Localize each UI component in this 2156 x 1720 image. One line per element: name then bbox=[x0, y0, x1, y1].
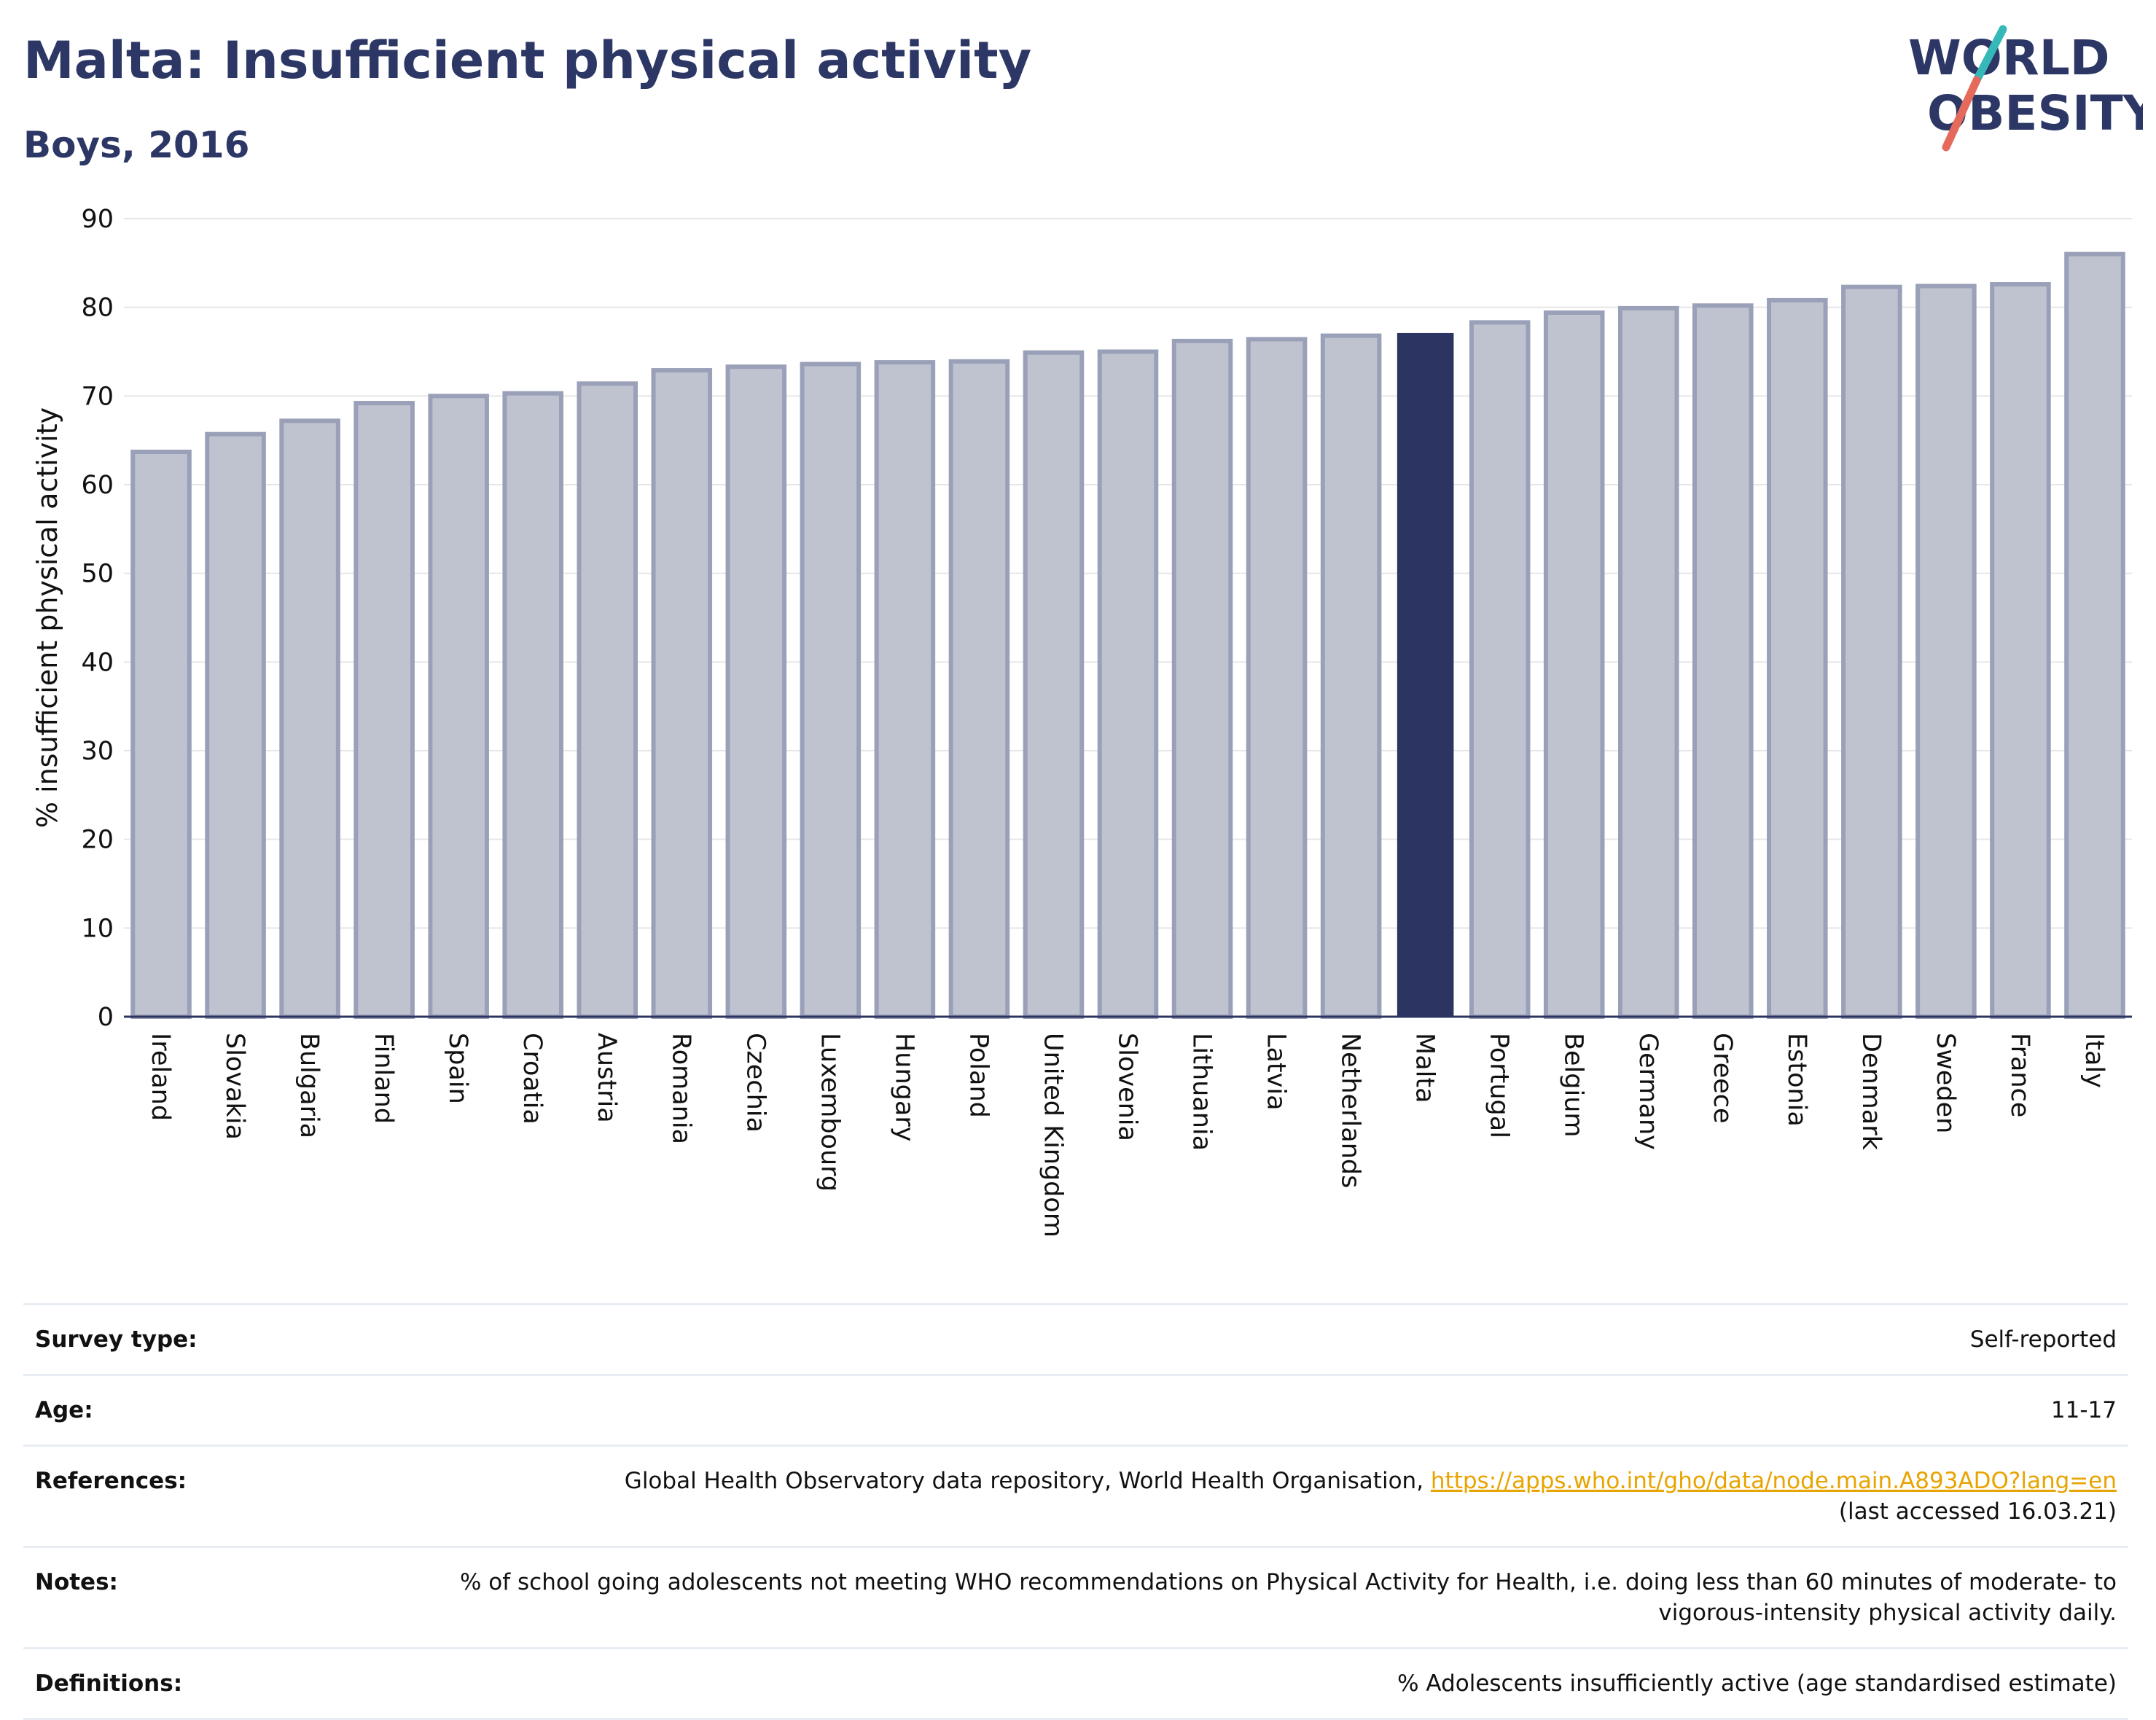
x-tick-label: Croatia bbox=[517, 1033, 547, 1125]
x-tick-label: Sweden bbox=[1931, 1033, 1960, 1133]
references-value: Global Health Observatory data repositor… bbox=[625, 1466, 2117, 1527]
bar-united-kingdom bbox=[1023, 350, 1085, 1019]
survey-type-label: Survey type: bbox=[35, 1326, 198, 1353]
x-tick-label: United Kingdom bbox=[1038, 1033, 1067, 1238]
y-axis-label: % insufficient physical activity bbox=[31, 407, 63, 828]
y-tick-label: 50 bbox=[81, 560, 114, 589]
info-row-survey: Survey type: Self-reported bbox=[23, 1303, 2128, 1374]
x-tick-label: Spain bbox=[443, 1033, 472, 1104]
x-tick-label: Estonia bbox=[1782, 1033, 1811, 1127]
bar-poland bbox=[948, 359, 1010, 1019]
x-tick-label: Denmark bbox=[1856, 1033, 1886, 1151]
bar-estonia bbox=[1767, 297, 1828, 1019]
x-tick-label: Germany bbox=[1633, 1033, 1663, 1150]
bar-romania bbox=[651, 368, 713, 1019]
x-tick-label: Slovenia bbox=[1113, 1033, 1142, 1141]
bar-malta bbox=[1397, 332, 1454, 1017]
bar-croatia bbox=[502, 391, 563, 1019]
references-label: References: bbox=[35, 1468, 187, 1494]
notes-label: Notes: bbox=[35, 1569, 118, 1595]
x-tick-label: Romania bbox=[666, 1033, 695, 1144]
y-tick-label: 60 bbox=[81, 471, 114, 500]
definitions-value: % Adolescents insufficiently active (age… bbox=[1397, 1670, 2117, 1697]
logo-slash-coral bbox=[1942, 76, 1981, 152]
bar-spain bbox=[428, 394, 489, 1019]
references-accessed: (last accessed 16.03.21) bbox=[1838, 1498, 2117, 1525]
bar-czechia bbox=[725, 364, 787, 1019]
bar-lithuania bbox=[1171, 338, 1233, 1019]
page-subtitle: Boys, 2016 bbox=[23, 124, 250, 166]
info-table: Survey type: Self-reported Age: 11-17 Re… bbox=[23, 1303, 2128, 1720]
bars bbox=[130, 251, 2125, 1020]
bar-ireland bbox=[130, 449, 192, 1019]
bar-slovakia bbox=[205, 431, 266, 1019]
references-link[interactable]: https://apps.who.int/gho/data/node.main.… bbox=[1430, 1468, 2117, 1494]
y-tick-label: 30 bbox=[81, 737, 114, 766]
info-row-age: Age: 11-17 bbox=[23, 1374, 2128, 1445]
bar-sweden bbox=[1915, 284, 1977, 1019]
page-title: Malta: Insufficient physical activity bbox=[23, 31, 1032, 90]
survey-type-value: Self-reported bbox=[1969, 1326, 2117, 1353]
x-tick-label: Ireland bbox=[146, 1033, 175, 1121]
x-tick-label: Portugal bbox=[1485, 1033, 1514, 1138]
x-tick-label: Bulgaria bbox=[294, 1033, 324, 1138]
bar-chart: 0 10 20 30 40 50 60 70 80 90 Ireland Slovakia Bulga… bbox=[31, 205, 2132, 1238]
x-tick-label: Hungary bbox=[889, 1033, 918, 1141]
x-tick-label: Poland bbox=[964, 1033, 993, 1118]
logo-slash-teal bbox=[1972, 25, 2007, 85]
y-tick-label: 90 bbox=[81, 205, 114, 234]
x-tick-label: Finland bbox=[369, 1033, 398, 1124]
x-tick-label: Latvia bbox=[1262, 1033, 1291, 1111]
x-tick-label: France bbox=[2005, 1033, 2034, 1117]
bar-italy bbox=[2064, 251, 2125, 1020]
info-row-definitions: Definitions: % Adolescents insufficientl… bbox=[23, 1647, 2128, 1720]
x-tick-label: Czechia bbox=[741, 1033, 770, 1133]
x-axis-labels: Ireland Slovakia Bulgaria Finland Spain Croat… bbox=[146, 1033, 2109, 1238]
bar-luxembourg bbox=[800, 361, 862, 1019]
bar-slovenia bbox=[1097, 349, 1159, 1019]
references-text: Global Health Observatory data repositor… bbox=[624, 1468, 1431, 1494]
y-axis-ticks: 0 10 20 30 40 50 60 70 80 90 bbox=[81, 205, 114, 1032]
bar-netherlands bbox=[1320, 333, 1382, 1020]
bar-france bbox=[1990, 282, 2051, 1019]
y-tick-label: 0 bbox=[98, 1003, 114, 1032]
info-row-notes: Notes: % of school going adolescents not… bbox=[23, 1546, 2128, 1647]
x-tick-label: Malta bbox=[1410, 1033, 1440, 1103]
bar-latvia bbox=[1246, 337, 1308, 1019]
bar-belgium bbox=[1543, 310, 1605, 1019]
y-tick-label: 10 bbox=[81, 914, 114, 943]
bar-greece bbox=[1692, 303, 1754, 1019]
x-tick-label: Lithuania bbox=[1187, 1033, 1216, 1151]
x-tick-label: Luxembourg bbox=[815, 1033, 844, 1192]
bar-hungary bbox=[874, 360, 936, 1020]
notes-value: % of school going adolescents not meetin… bbox=[459, 1569, 2117, 1626]
info-row-references: References: Global Health Observatory da… bbox=[23, 1445, 2128, 1546]
definitions-label: Definitions: bbox=[35, 1670, 183, 1697]
y-tick-label: 40 bbox=[81, 648, 114, 677]
x-tick-label: Italy bbox=[2079, 1033, 2109, 1088]
bar-denmark bbox=[1841, 284, 1902, 1019]
age-label: Age: bbox=[35, 1397, 93, 1423]
x-tick-label: Austria bbox=[592, 1033, 621, 1123]
x-tick-label: Greece bbox=[1708, 1033, 1737, 1124]
x-tick-label: Belgium bbox=[1559, 1033, 1588, 1138]
y-tick-label: 70 bbox=[81, 382, 114, 411]
age-value: 11-17 bbox=[2050, 1397, 2117, 1423]
world-obesity-logo: WORLD OBESITY bbox=[1908, 25, 2143, 152]
bar-germany bbox=[1617, 305, 1679, 1019]
bar-bulgaria bbox=[279, 418, 340, 1019]
bar-finland bbox=[354, 401, 415, 1019]
x-tick-label: Slovakia bbox=[220, 1033, 249, 1140]
bar-portugal bbox=[1469, 320, 1531, 1020]
y-tick-label: 80 bbox=[81, 294, 114, 323]
bar-austria bbox=[577, 381, 638, 1019]
logo-line1: WORLD bbox=[1908, 30, 2110, 86]
y-tick-label: 20 bbox=[81, 826, 114, 855]
x-tick-label: Netherlands bbox=[1336, 1033, 1365, 1188]
